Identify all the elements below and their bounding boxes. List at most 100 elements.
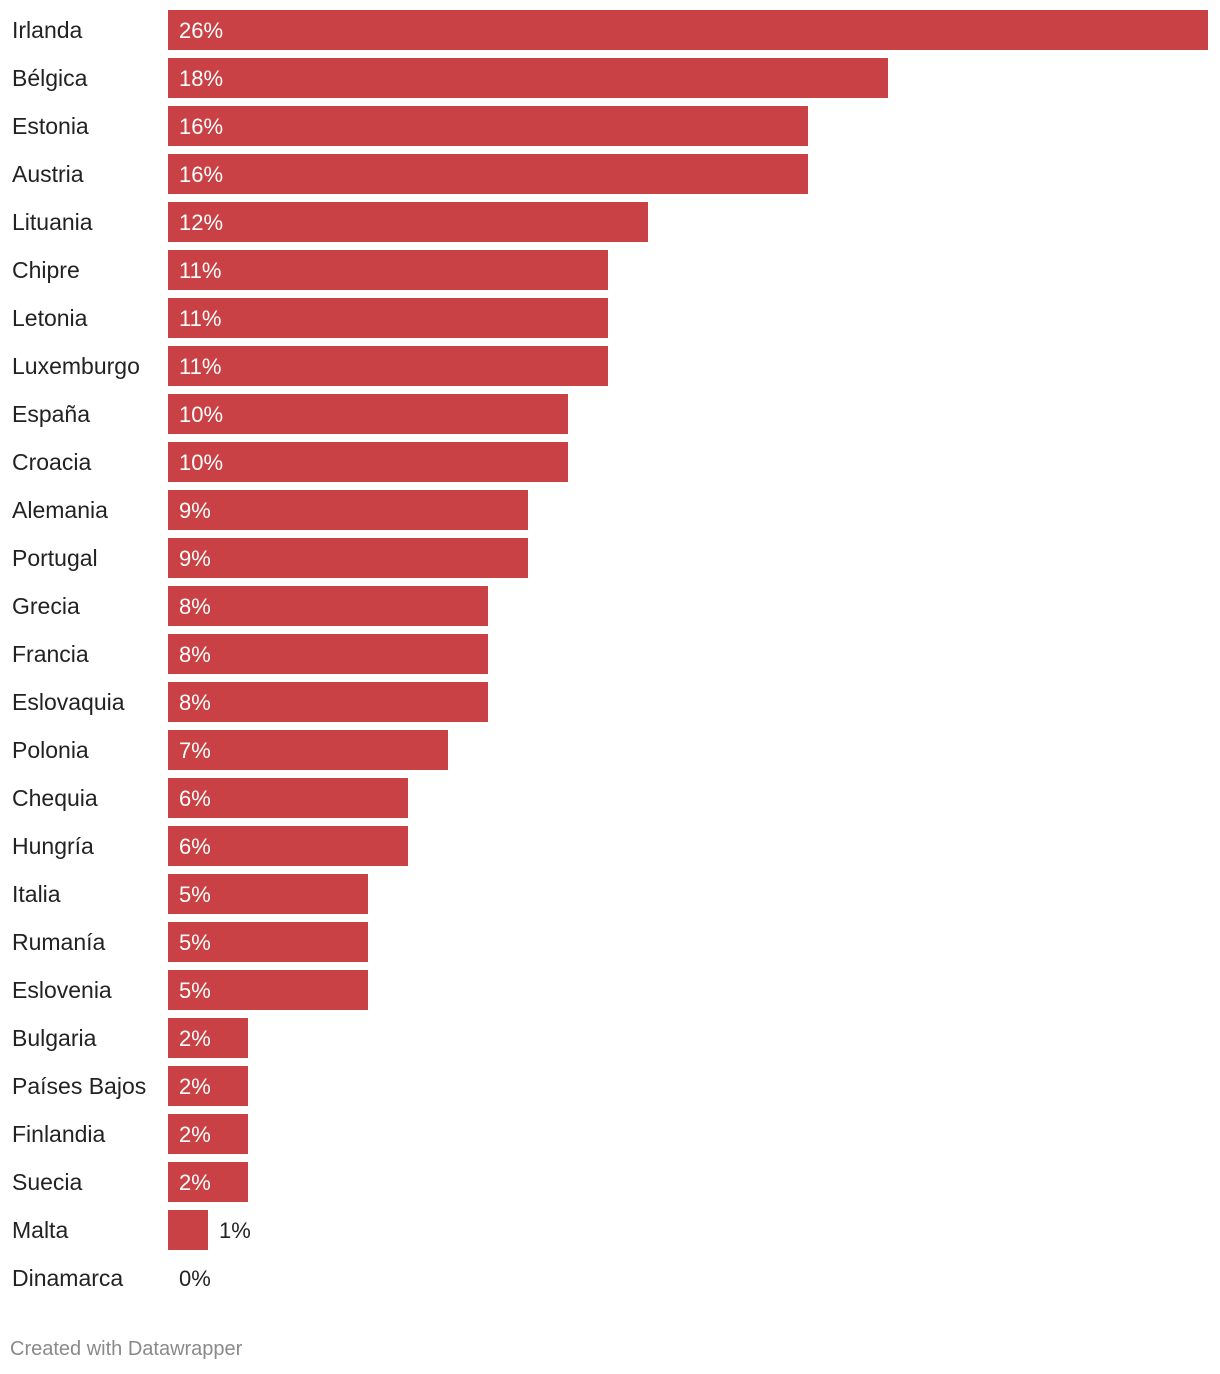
- category-label: Rumanía: [12, 929, 106, 955]
- bar: [168, 730, 448, 770]
- value-label: 10%: [179, 450, 223, 475]
- bar-row: Países Bajos 2%: [12, 1066, 248, 1106]
- bar-row: Eslovenia 5%: [12, 970, 368, 1010]
- bar-row: Lituania 12%: [12, 202, 648, 242]
- bar-row: Grecia 8%: [12, 586, 488, 626]
- footer-credit[interactable]: Created with Datawrapper: [10, 1338, 243, 1360]
- value-label: 16%: [179, 114, 223, 139]
- category-label: Hungría: [12, 833, 94, 859]
- category-label: Croacia: [12, 449, 91, 475]
- category-label: Países Bajos: [12, 1073, 146, 1099]
- bar-row: Hungría 6%: [12, 826, 408, 866]
- bar: [168, 1162, 248, 1202]
- bar: [168, 586, 488, 626]
- bar: [168, 682, 488, 722]
- value-label: 12%: [179, 210, 223, 235]
- category-label: Estonia: [12, 113, 89, 139]
- bar-row: Estonia 16%: [12, 106, 808, 146]
- bar-row: Suecia 2%: [12, 1162, 248, 1202]
- bar-row: Italia 5%: [12, 874, 368, 914]
- bar: [168, 154, 808, 194]
- bar-row: Irlanda 26%: [12, 10, 1208, 50]
- bar-row: Eslovaquia 8%: [12, 682, 488, 722]
- value-label: 9%: [179, 546, 211, 571]
- category-label: Eslovaquia: [12, 689, 125, 715]
- bar: [168, 442, 568, 482]
- bar: [168, 490, 528, 530]
- category-label: Irlanda: [12, 17, 83, 43]
- value-label: 8%: [179, 594, 211, 619]
- bar: [168, 1210, 208, 1250]
- category-label: Italia: [12, 881, 61, 907]
- value-label: 0%: [179, 1266, 211, 1291]
- bar-chart: Irlanda 26% Bélgica 18% Estonia 16% Austria 16%…: [12, 10, 1208, 1291]
- bar-row: Luxemburgo 11%: [12, 346, 608, 386]
- value-label: 7%: [179, 738, 211, 763]
- bar-row: Alemania 9%: [12, 490, 528, 530]
- bar-row: Chipre 11%: [12, 250, 608, 290]
- category-label: España: [12, 401, 90, 427]
- category-label: Finlandia: [12, 1121, 106, 1147]
- bar: [168, 826, 408, 866]
- bar-row: Letonia 11%: [12, 298, 608, 338]
- value-label: 5%: [179, 930, 211, 955]
- value-label: 6%: [179, 786, 211, 811]
- category-label: Dinamarca: [12, 1265, 123, 1291]
- bar: [168, 1114, 248, 1154]
- bar-row: Chequia 6%: [12, 778, 408, 818]
- bar-row: España 10%: [12, 394, 568, 434]
- value-label: 2%: [179, 1026, 211, 1051]
- category-label: Malta: [12, 1217, 68, 1243]
- category-label: Chipre: [12, 257, 80, 283]
- bar-row: Dinamarca 0%: [12, 1265, 211, 1291]
- value-label: 5%: [179, 978, 211, 1003]
- bar: [168, 250, 608, 290]
- bar: [168, 874, 368, 914]
- value-label: 26%: [179, 18, 223, 43]
- value-label: 2%: [179, 1122, 211, 1147]
- value-label: 16%: [179, 162, 223, 187]
- category-label: Bulgaria: [12, 1025, 97, 1051]
- bar: [168, 202, 648, 242]
- value-label: 9%: [179, 498, 211, 523]
- bar: [168, 778, 408, 818]
- value-label: 18%: [179, 66, 223, 91]
- bar-row: Francia 8%: [12, 634, 488, 674]
- bar-row: Austria 16%: [12, 154, 808, 194]
- category-label: Eslovenia: [12, 977, 112, 1003]
- category-label: Lituania: [12, 209, 93, 235]
- category-label: Portugal: [12, 545, 98, 571]
- value-label: 5%: [179, 882, 211, 907]
- bar: [168, 58, 888, 98]
- value-label: 11%: [179, 306, 221, 331]
- category-label: Francia: [12, 641, 89, 667]
- value-label: 8%: [179, 690, 211, 715]
- bar: [168, 970, 368, 1010]
- bar: [168, 538, 528, 578]
- value-label: 10%: [179, 402, 223, 427]
- bar: [168, 1066, 248, 1106]
- category-label: Luxemburgo: [12, 353, 140, 379]
- bar-row: Croacia 10%: [12, 442, 568, 482]
- category-label: Suecia: [12, 1169, 83, 1195]
- bar-row: Finlandia 2%: [12, 1114, 248, 1154]
- value-label: 6%: [179, 834, 211, 859]
- bar-row: Malta 1%: [12, 1210, 251, 1250]
- value-label: 2%: [179, 1074, 211, 1099]
- bar-row: Polonia 7%: [12, 730, 448, 770]
- category-label: Chequia: [12, 785, 98, 811]
- bar: [168, 106, 808, 146]
- category-label: Alemania: [12, 497, 108, 523]
- value-label: 11%: [179, 258, 221, 283]
- value-label: 1%: [219, 1218, 251, 1243]
- value-label: 8%: [179, 642, 211, 667]
- bar: [168, 394, 568, 434]
- value-label: 11%: [179, 354, 221, 379]
- bar-row: Bélgica 18%: [12, 58, 888, 98]
- category-label: Letonia: [12, 305, 88, 331]
- bar: [168, 634, 488, 674]
- bar-row: Rumanía 5%: [12, 922, 368, 962]
- bar: [168, 298, 608, 338]
- category-label: Bélgica: [12, 65, 88, 91]
- bar: [168, 922, 368, 962]
